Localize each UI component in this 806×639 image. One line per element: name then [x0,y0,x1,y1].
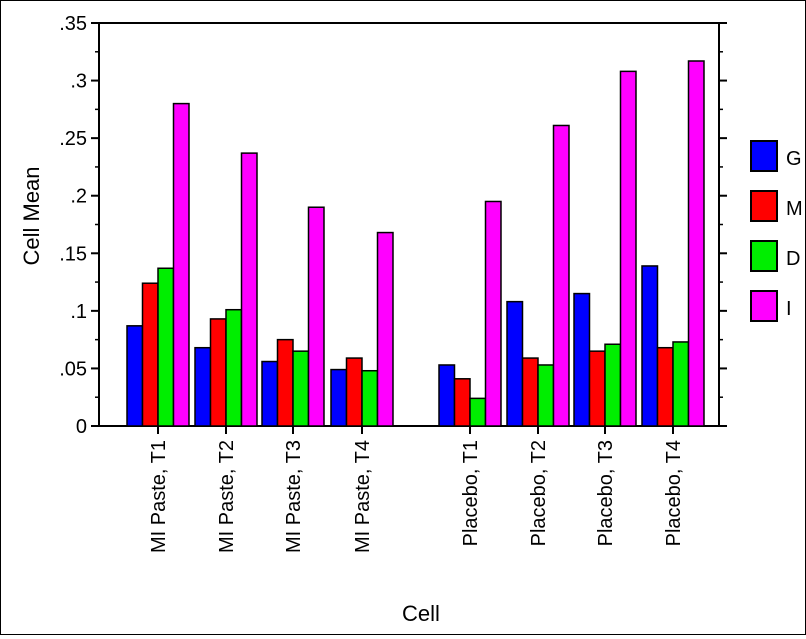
legend-swatch-g [750,140,778,172]
bar-d [157,267,175,427]
bar-d [361,369,379,427]
bar-g [330,368,348,427]
y-tick-label: 0 [76,416,87,438]
x-tick-label: Placebo, T3 [595,440,617,546]
bar-i [376,231,394,427]
bar-g [194,346,212,427]
legend-label-m: M [786,198,803,220]
legend-label-g: G [786,148,802,170]
legend-swatch-d [750,240,778,272]
bar-i [307,206,325,427]
legend-label-i: I [786,298,792,320]
bar-i [172,102,190,427]
bar-m [453,378,471,427]
bar-m [276,338,294,427]
y-tick-label: .1 [70,301,87,323]
bar-g [641,265,659,427]
bar-m [656,346,674,427]
legend-label-d: D [786,248,800,270]
bar-i [619,70,637,427]
bar-m [588,350,606,427]
bar-i [484,200,502,427]
bar-m [521,357,539,427]
bar-g [438,364,456,427]
y-tick-label: .2 [70,186,87,208]
x-tick-label: Placebo, T2 [528,440,550,546]
bar-g [261,360,279,427]
legend-swatch-m [750,190,778,222]
x-axis: MI Paste, T1 MI Paste, T2 MI Paste, T3 MI P… [148,426,685,553]
bar-m [209,318,227,427]
bar-g [126,325,144,427]
x-tick-label: MI Paste, T4 [352,440,374,553]
legend-swatch-i [750,290,778,322]
x-tick-label: MI Paste, T3 [283,440,305,553]
x-tick-label: Placebo, T1 [460,440,482,546]
bar-d [225,308,243,427]
bar-m [345,357,363,427]
x-tick-label: MI Paste, T1 [148,440,170,553]
bar-d [292,350,310,427]
bar-d [604,343,622,427]
bar-m [141,282,159,427]
bar-g [506,300,524,427]
y-tick-label: .3 [70,71,87,93]
x-tick-label: MI Paste, T2 [216,440,238,553]
bar-i [552,124,570,427]
bar-g [573,292,591,427]
y-tick-label: .25 [59,128,87,150]
y-tick-label: .15 [59,243,87,265]
bars [126,60,705,427]
bar-i [687,60,705,427]
y-axis-label: Cell Mean [19,166,44,265]
y-axis: 0 .05 .1 .15 .2 .25 .3 .35 [59,13,727,438]
y-tick-label: .35 [59,13,87,35]
legend: G M D I [750,140,803,322]
bar-i [240,152,258,427]
bar-d [672,341,690,427]
y-tick-label: .05 [59,358,87,380]
bar-d [469,397,487,427]
x-tick-label: Placebo, T4 [663,440,685,546]
x-axis-label: Cell [402,601,440,626]
bar-d [537,364,555,427]
